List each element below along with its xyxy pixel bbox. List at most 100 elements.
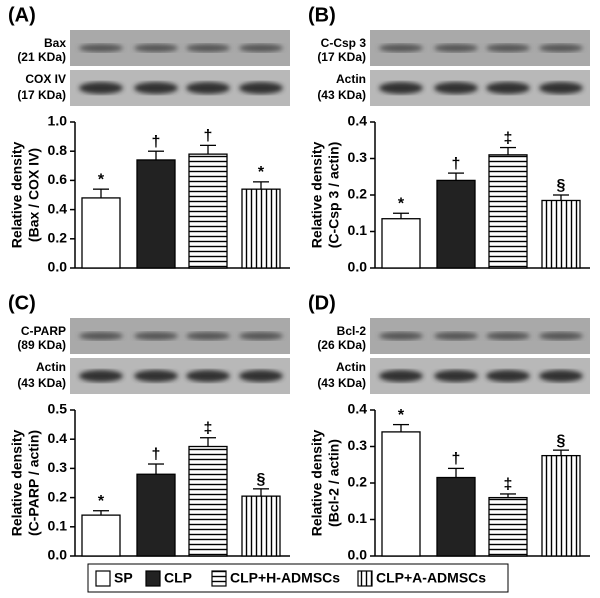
y-tick-label: 0.3 — [348, 149, 368, 165]
bar — [188, 445, 228, 557]
y-axis-label: Relative density — [9, 429, 25, 536]
blot-band — [539, 44, 583, 52]
annotation: † — [452, 451, 461, 468]
y-tick-label: 0.4 — [348, 401, 368, 417]
annotation: § — [557, 432, 566, 449]
blot-band — [434, 82, 478, 94]
blot-band — [379, 82, 423, 94]
annotation: † — [204, 128, 213, 145]
annotation: * — [258, 164, 265, 181]
blot-band — [379, 370, 423, 382]
blot-label: (17 KDa) — [17, 88, 66, 102]
y-tick-label: 0.1 — [348, 510, 368, 526]
bar — [81, 514, 121, 557]
blot-label: Actin — [336, 72, 366, 86]
legend-swatch — [95, 570, 111, 587]
blot-band — [79, 370, 123, 382]
annotation: ‡ — [204, 420, 213, 437]
blot-band — [186, 370, 230, 382]
bar — [381, 431, 421, 557]
bar — [241, 188, 281, 269]
blot-band — [79, 44, 123, 52]
annotation: † — [152, 446, 161, 463]
y-axis-label: Relative density — [309, 141, 325, 248]
panel: (A) Bax(21 KDa) COX IV (17 KDa) 0.0 0.2 0.4 0.6… — [8, 4, 290, 275]
blot-label: (17 KDa) — [317, 50, 366, 64]
legend-swatch — [211, 570, 227, 587]
annotation: † — [152, 133, 161, 150]
blot-label: Bcl-2 — [337, 324, 367, 338]
annotation: ‡ — [504, 130, 513, 147]
panel: (C) C-PARP(89 KDa) Actin (43 KDa) 0.0 0.1 0.2 0… — [8, 292, 290, 563]
blot-band — [434, 332, 478, 340]
blot-label: C-PARP — [21, 324, 66, 338]
bar — [541, 199, 581, 269]
y-tick-label: 0.2 — [348, 474, 368, 490]
y-axis-label: (Bcl-2 / actin) — [326, 439, 342, 527]
y-tick-label: 0.1 — [348, 222, 368, 238]
panel-label: (D) — [308, 292, 336, 314]
panel-label: (B) — [308, 4, 336, 26]
y-tick-label: 1.0 — [48, 113, 68, 129]
y-tick-label: 0.2 — [48, 488, 68, 504]
blot-label: Actin — [336, 360, 366, 374]
blot-band — [79, 332, 123, 340]
bar — [136, 473, 176, 557]
y-axis-label: Relative density — [309, 429, 325, 536]
y-tick-label: 0.3 — [348, 437, 368, 453]
blot-band — [486, 82, 530, 94]
y-axis-label: (C-PARP / actin) — [26, 430, 42, 536]
legend-label: CLP+A-ADMSCs — [376, 570, 486, 586]
blot-band — [434, 44, 478, 52]
blot-label: Actin — [36, 360, 66, 374]
blot-band — [186, 44, 230, 52]
blot-band — [539, 370, 583, 382]
blot-band — [486, 44, 530, 52]
y-axis-label: (C-Csp 3 / actin) — [326, 142, 342, 249]
bar — [541, 454, 581, 557]
blot-label: (89 KDa) — [17, 338, 66, 352]
blot-band — [239, 44, 283, 52]
y-tick-label: 0.0 — [348, 259, 368, 275]
blot-label: (26 KDa) — [317, 338, 366, 352]
annotation: § — [257, 471, 266, 488]
bar — [381, 218, 421, 269]
legend-label: SP — [114, 570, 133, 586]
blot-band — [134, 370, 178, 382]
y-tick-label: 0.2 — [48, 230, 68, 246]
blot-band — [186, 332, 230, 340]
panel: (D)Bcl-2(26 KDa) Actin (43 KDa) 0.0 0.1 0.2 0.… — [308, 292, 590, 563]
blot-band — [434, 370, 478, 382]
blot-band — [79, 82, 123, 94]
blot-band — [539, 82, 583, 94]
y-tick-label: 0.1 — [48, 518, 68, 534]
legend-label: CLP — [164, 570, 192, 586]
y-tick-label: 0.4 — [48, 200, 68, 216]
y-tick-label: 0.4 — [48, 430, 68, 446]
annotation: § — [557, 177, 566, 194]
legend-label: CLP+H-ADMSCs — [230, 570, 340, 586]
annotation: * — [98, 493, 105, 510]
blot-band — [239, 332, 283, 340]
y-axis-label: Relative density — [9, 141, 25, 248]
blot-label: COX IV — [25, 72, 66, 86]
blot-band — [134, 332, 178, 340]
y-tick-label: 0.6 — [48, 171, 68, 187]
y-tick-label: 0.0 — [48, 547, 68, 563]
bar — [136, 159, 176, 269]
blot-band — [379, 332, 423, 340]
y-tick-label: 0.3 — [48, 459, 68, 475]
y-tick-label: 0.0 — [48, 259, 68, 275]
blot-label: (43 KDa) — [317, 376, 366, 390]
bar — [436, 179, 476, 269]
blot-band — [379, 44, 423, 52]
annotation: * — [398, 407, 405, 424]
annotation: † — [452, 155, 461, 172]
panel-label: (A) — [8, 4, 36, 26]
y-tick-label: 0.0 — [348, 547, 368, 563]
annotation: * — [98, 171, 105, 188]
bar — [241, 495, 281, 557]
bar — [81, 197, 121, 269]
y-tick-label: 0.2 — [348, 186, 368, 202]
